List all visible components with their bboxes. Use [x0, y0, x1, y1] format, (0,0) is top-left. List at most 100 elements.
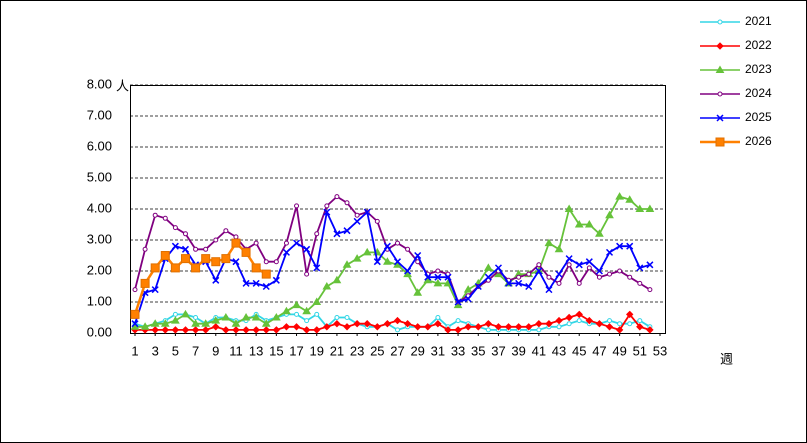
- marker: [261, 319, 271, 327]
- marker: [241, 313, 251, 321]
- marker: [403, 319, 412, 328]
- marker: [566, 321, 572, 327]
- marker: [252, 279, 260, 287]
- marker: [463, 285, 473, 293]
- marker: [566, 262, 572, 268]
- marker: [373, 323, 382, 331]
- marker: [304, 271, 310, 277]
- marker: [263, 259, 269, 265]
- marker: [717, 91, 723, 97]
- marker: [272, 276, 280, 284]
- x-tick-label: 5: [172, 343, 179, 358]
- x-tick-label: 11: [229, 343, 243, 358]
- x-tick-label: 17: [289, 343, 303, 358]
- y-tick-label: 6.00: [87, 138, 112, 153]
- marker: [536, 262, 542, 268]
- marker: [474, 282, 482, 291]
- marker: [605, 323, 614, 331]
- marker: [565, 255, 573, 263]
- marker: [323, 323, 331, 331]
- marker: [161, 326, 169, 334]
- marker: [455, 318, 461, 324]
- marker: [232, 326, 240, 334]
- marker: [342, 260, 352, 268]
- marker: [272, 326, 281, 334]
- marker: [546, 274, 552, 280]
- marker: [304, 318, 310, 324]
- marker: [607, 318, 613, 324]
- y-tick-label: 2.00: [87, 262, 112, 277]
- marker: [454, 326, 462, 334]
- marker: [545, 319, 553, 328]
- x-tick-label: 7: [192, 343, 199, 358]
- marker: [171, 242, 179, 250]
- marker: [313, 264, 321, 272]
- series-line: [134, 209, 651, 324]
- marker: [191, 326, 200, 334]
- marker: [627, 274, 633, 280]
- marker: [515, 279, 523, 287]
- marker: [716, 42, 724, 50]
- marker: [334, 315, 340, 320]
- marker: [596, 274, 602, 280]
- marker: [434, 273, 442, 281]
- marker: [383, 319, 392, 328]
- x-tick-label: 47: [592, 343, 606, 358]
- marker: [172, 225, 178, 231]
- marker: [626, 310, 634, 319]
- marker: [223, 228, 229, 234]
- marker: [130, 309, 140, 319]
- marker: [294, 203, 300, 209]
- marker: [251, 263, 261, 273]
- marker: [294, 311, 300, 317]
- marker: [170, 263, 180, 273]
- marker: [646, 326, 654, 334]
- marker: [242, 326, 250, 334]
- y-tick-label: 1.00: [87, 293, 112, 308]
- marker: [575, 261, 583, 269]
- marker: [564, 204, 574, 212]
- marker: [616, 242, 624, 250]
- marker: [212, 323, 220, 331]
- marker: [253, 240, 259, 246]
- marker: [292, 300, 301, 309]
- marker: [203, 246, 209, 252]
- marker: [393, 316, 402, 325]
- x-tick-label: 1: [131, 343, 138, 358]
- marker: [544, 238, 554, 247]
- marker: [292, 323, 301, 331]
- marker: [213, 237, 219, 243]
- x-tick-label: 31: [431, 343, 445, 358]
- x-tick-label: 37: [491, 343, 505, 358]
- y-tick-label: 8.00: [87, 76, 112, 91]
- marker: [715, 137, 725, 147]
- legend-label: 2022: [745, 38, 772, 52]
- marker: [474, 323, 482, 331]
- marker: [283, 240, 289, 246]
- marker: [555, 316, 563, 325]
- marker: [494, 323, 503, 331]
- x-tick-label: 3: [152, 343, 159, 358]
- series-line: [135, 195, 650, 328]
- marker: [625, 195, 635, 203]
- marker: [646, 261, 654, 269]
- legend-label: 2025: [745, 110, 772, 124]
- x-tick-label: 23: [350, 343, 364, 358]
- marker: [353, 319, 361, 328]
- marker: [615, 326, 624, 334]
- marker: [484, 319, 493, 328]
- marker: [142, 246, 148, 252]
- marker: [362, 247, 372, 256]
- marker: [444, 273, 452, 281]
- marker: [131, 320, 139, 328]
- marker: [160, 319, 170, 327]
- marker: [344, 315, 350, 320]
- marker: [595, 267, 603, 275]
- marker: [333, 230, 341, 238]
- marker: [282, 306, 291, 315]
- marker: [464, 323, 472, 331]
- x-tick-label: 49: [612, 343, 626, 358]
- marker: [556, 280, 562, 286]
- marker: [191, 319, 200, 327]
